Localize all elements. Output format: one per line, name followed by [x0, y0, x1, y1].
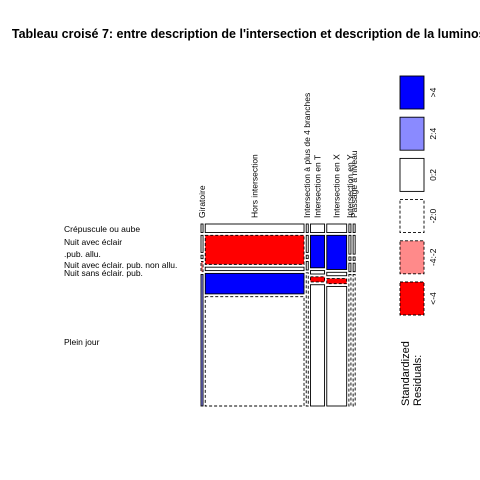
legend-label-lt-4: <-4 — [428, 292, 438, 305]
column-label-passage-a-niveau: Passage à niveau — [349, 150, 359, 218]
tile-passage-a-niveau-nuit-sans-eclair-pub — [352, 262, 356, 273]
tile-intersection-a-plus-de-4-branches-plein-jour — [305, 272, 309, 407]
svg-text:Plein jour: Plein jour — [64, 337, 100, 347]
column-label-intersection-en-x: Intersection en X — [332, 154, 342, 218]
column-label-intersection-en-y: Intersection en Y — [345, 154, 355, 218]
tile-intersection-en-t-nuit-avec-eclair-pub-allu — [310, 234, 326, 269]
column-label-intersection-a-plus-de-4-branches: Intersection à plus de 4 branches — [302, 93, 312, 218]
tile-intersection-en-y-nuit-avec-eclair-pub-allu — [348, 234, 352, 255]
tile-intersection-en-x-crepuscule-ou-aube — [326, 223, 348, 233]
chart-title: Tableau croisé 7: entre description de l… — [12, 27, 480, 41]
legend-swatch-2-0 — [399, 199, 425, 234]
legend-label-2-0: -2:0 — [428, 209, 438, 224]
row-label-nuit-sans-eclair-pub: Nuit sans éclair. pub. — [64, 268, 143, 278]
svg-text:Nuit sans éclair. pub.: Nuit sans éclair. pub. — [64, 268, 143, 278]
svg-text:Crépuscule ou aube: Crépuscule ou aube — [64, 224, 140, 234]
column-label-hors-intersection: Hors intersection — [250, 154, 260, 218]
tile-intersection-en-x-plein-jour — [326, 285, 348, 407]
column-labels: Giratoire Hors intersection Intersection à… — [197, 93, 359, 218]
tile-intersection-en-t-nuit-avec-eclair-pub-non-allu — [310, 270, 326, 275]
tile-intersection-en-x-nuit-avec-eclair-pub-non-allu — [326, 271, 348, 277]
row-label-nuit-avec-eclair-pub-non-allu: Nuit avec éclair. pub. non allu. — [64, 260, 177, 270]
legend-swatch-4-2 — [399, 240, 425, 275]
tile-intersection-a-plus-de-4-branches-nuit-sans-eclair-pub — [305, 260, 309, 271]
legend-label-0-2: 0:2 — [428, 169, 438, 181]
row-labels: Crépuscule ou aube Nuit avec éclair .pub. … — [64, 224, 177, 347]
row-label-plein-jour: Plein jour — [64, 337, 100, 347]
tile-intersection-en-t-nuit-sans-eclair-pub — [310, 276, 326, 283]
tile-giratoire-nuit-sans-eclair-pub — [200, 260, 204, 273]
legend-swatch-gt4 — [399, 75, 425, 110]
row-label-crepuscule-ou-aube: Crépuscule ou aube — [64, 224, 140, 234]
tile-intersection-en-t-crepuscule-ou-aube — [310, 223, 326, 233]
tile-intersection-en-y-nuit-avec-eclair-pub-non-allu — [348, 256, 352, 261]
legend-label-2-4: 2:4 — [428, 128, 438, 140]
column-label-giratoire: Giratoire — [197, 185, 207, 218]
tile-intersection-a-plus-de-4-branches-crepuscule-ou-aube — [305, 223, 309, 233]
tile-intersection-en-y-nuit-sans-eclair-pub — [348, 262, 352, 273]
tile-giratoire-nuit-avec-eclair-pub-allu — [200, 234, 204, 253]
legend-swatch-lt-4 — [399, 281, 425, 316]
tile-passage-a-niveau-plein-jour — [352, 274, 356, 407]
tile-hors-intersection-nuit-avec-eclair-pub-non-allu — [204, 266, 305, 272]
tile-intersection-en-y-crepuscule-ou-aube — [348, 223, 352, 233]
svg-text:Standardized: Standardized — [400, 341, 412, 406]
legend-swatch-2-4 — [399, 116, 425, 151]
tile-hors-intersection-nuit-sans-eclair-pub — [204, 272, 305, 295]
tile-hors-intersection-plein-jour — [204, 296, 305, 407]
tile-passage-a-niveau-nuit-avec-eclair-pub-allu — [352, 234, 356, 255]
svg-text:Residuals:: Residuals: — [412, 355, 424, 406]
tile-intersection-a-plus-de-4-branches-nuit-avec-eclair-pub-allu — [305, 234, 309, 253]
tile-intersection-en-x-nuit-sans-eclair-pub — [326, 278, 348, 285]
row-label-nuit-avec-eclair-pub-allu: Nuit avec éclair .pub. allu. — [64, 237, 122, 259]
legend-title: Standardized Residuals: — [400, 341, 424, 406]
tile-giratoire-plein-jour — [200, 274, 204, 407]
tile-hors-intersection-nuit-avec-eclair-pub-allu — [204, 234, 305, 265]
tile-intersection-a-plus-de-4-branches-nuit-avec-eclair-pub-non-allu — [305, 254, 309, 260]
legend-label-4-2: -4:-2 — [428, 248, 438, 266]
tile-passage-a-niveau-crepuscule-ou-aube — [352, 223, 356, 233]
mosaic-tiles — [200, 223, 356, 407]
tile-giratoire-nuit-avec-eclair-pub-non-allu — [200, 254, 204, 260]
tile-intersection-en-y-plein-jour — [348, 274, 352, 407]
svg-text:Nuit avec éclair.pub. allu.: Nuit avec éclair .pub. allu. — [64, 237, 122, 259]
tile-intersection-en-x-nuit-avec-eclair-pub-allu — [326, 234, 348, 270]
tile-passage-a-niveau-nuit-avec-eclair-pub-non-allu — [352, 256, 356, 261]
tile-giratoire-crepuscule-ou-aube — [200, 223, 204, 233]
tile-hors-intersection-crepuscule-ou-aube — [204, 223, 305, 233]
svg-text:Nuit avec éclair. pub. non all: Nuit avec éclair. pub. non allu. — [64, 260, 177, 270]
legend-swatch-0-2 — [399, 157, 425, 192]
legend: >4 2:4 0:2 -2:0 -4:-2 <-4 Standardized Residual… — [399, 75, 438, 406]
column-label-intersection-en-t: Intersection en T — [313, 155, 323, 218]
legend-label-gt4: >4 — [428, 87, 438, 97]
tile-intersection-en-t-plein-jour — [310, 284, 326, 407]
